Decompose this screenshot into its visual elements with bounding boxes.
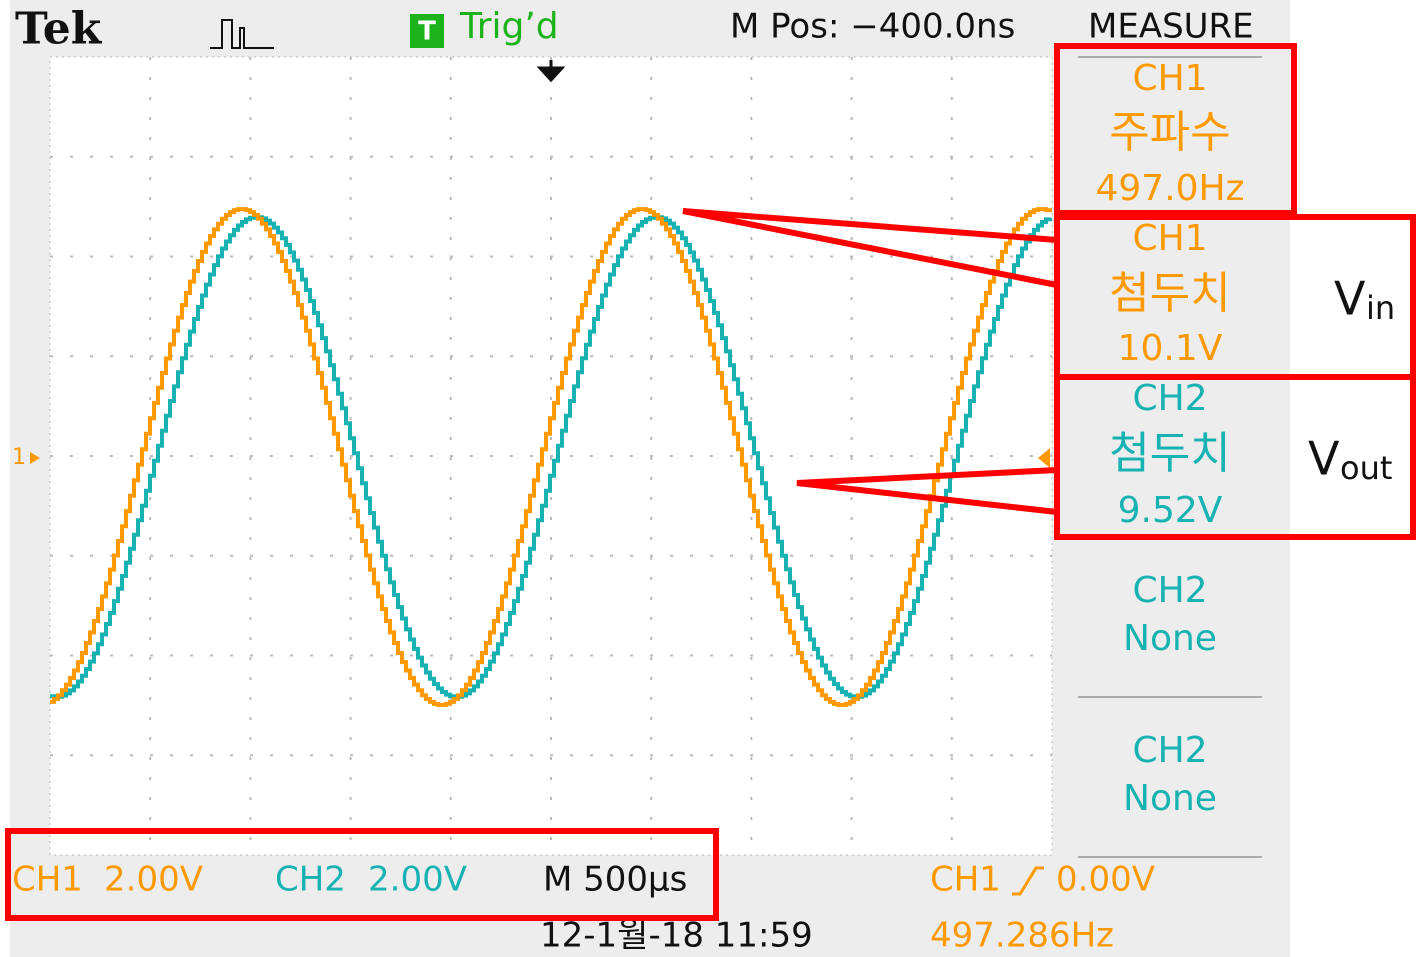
page: Tek T Trig’d M Pos: −400.0ns MEASURE 1 C… (0, 0, 1416, 957)
trigger-status: Trig’d (459, 6, 559, 47)
m-pos: M Pos: −400.0ns (730, 7, 1015, 47)
timebase: M 500µs (543, 860, 687, 900)
meas-label: 주파수 (1109, 107, 1230, 158)
vout-label: V (1308, 432, 1340, 486)
ch1-label: CH1 (12, 860, 83, 900)
meas-channel: CH2 (1132, 570, 1207, 611)
trigger-icon: T (418, 17, 436, 47)
trigger-source: CH1 (930, 860, 1001, 900)
trigger-level: 0.00V (1056, 860, 1155, 900)
meas-label: 첨두치 (1109, 428, 1230, 479)
ch1-scale: 2.00V (104, 860, 203, 900)
vin-subscript: in (1366, 289, 1395, 327)
meas-value: 9.52V (1118, 490, 1223, 531)
meas-label: 첨두치 (1109, 268, 1230, 319)
ch2-label: CH2 (275, 860, 346, 900)
meas-value: 497.0Hz (1095, 168, 1244, 209)
meas-channel: CH2 (1132, 730, 1207, 771)
meas-label: None (1123, 618, 1217, 659)
meas-channel: CH1 (1132, 58, 1207, 99)
vin-label: V (1334, 272, 1366, 326)
ch1-marker: 1 (12, 445, 26, 470)
meas-label: None (1123, 778, 1217, 819)
meas-channel: CH1 (1132, 218, 1207, 259)
frequency: 497.286Hz (930, 916, 1114, 956)
screenshot: Tek T Trig’d M Pos: −400.0ns MEASURE 1 C… (0, 0, 1416, 957)
meas-channel: CH2 (1132, 378, 1207, 419)
ch2-scale: 2.00V (368, 860, 467, 900)
date: 12-1월-18 11:59 (540, 916, 813, 956)
brand: Tek (15, 4, 103, 55)
vout-subscript: out (1340, 449, 1392, 487)
menu-title: MEASURE (1088, 7, 1254, 47)
meas-value: 10.1V (1118, 328, 1223, 369)
